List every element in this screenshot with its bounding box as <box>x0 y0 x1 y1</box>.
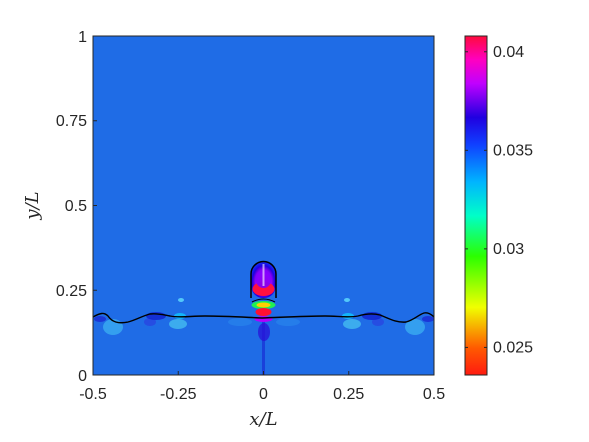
interface-line <box>93 312 434 324</box>
y-tick-label: 1 <box>78 29 87 46</box>
colorbar-tick-label: 0.025 <box>493 339 533 356</box>
colorbar-gradient <box>464 35 488 376</box>
colorbar-tick-label: 0.04 <box>493 44 524 61</box>
x-tick-label: 0 <box>259 386 268 403</box>
interface-features <box>94 298 434 322</box>
colorbar: 0.025 0.03 0.035 0.04 <box>464 35 533 376</box>
x-tick-label: -0.5 <box>79 386 107 403</box>
colorbar-tick-label: 0.035 <box>493 142 533 159</box>
y-tick-label: 0.25 <box>56 283 87 300</box>
central-bubble <box>250 260 277 322</box>
x-axis: -0.5 -0.25 0 0.25 0.5 x/L <box>79 371 445 430</box>
y-tick-label: 0 <box>78 368 87 385</box>
y-tick-label: 0.75 <box>56 113 87 130</box>
x-axis-label: x/L <box>249 409 277 430</box>
y-tick-label: 0.5 <box>65 198 87 215</box>
lower-region-features <box>103 318 425 375</box>
x-tick-label: -0.25 <box>160 386 197 403</box>
colorbar-tick-label: 0.03 <box>493 241 524 258</box>
y-axis-label: y/L <box>22 191 43 220</box>
x-tick-label: 0.25 <box>333 386 364 403</box>
x-tick-label: 0.5 <box>423 386 445 403</box>
heatmap-plot <box>93 36 434 375</box>
y-axis: 0 0.25 0.5 0.75 1 y/L <box>22 29 97 385</box>
